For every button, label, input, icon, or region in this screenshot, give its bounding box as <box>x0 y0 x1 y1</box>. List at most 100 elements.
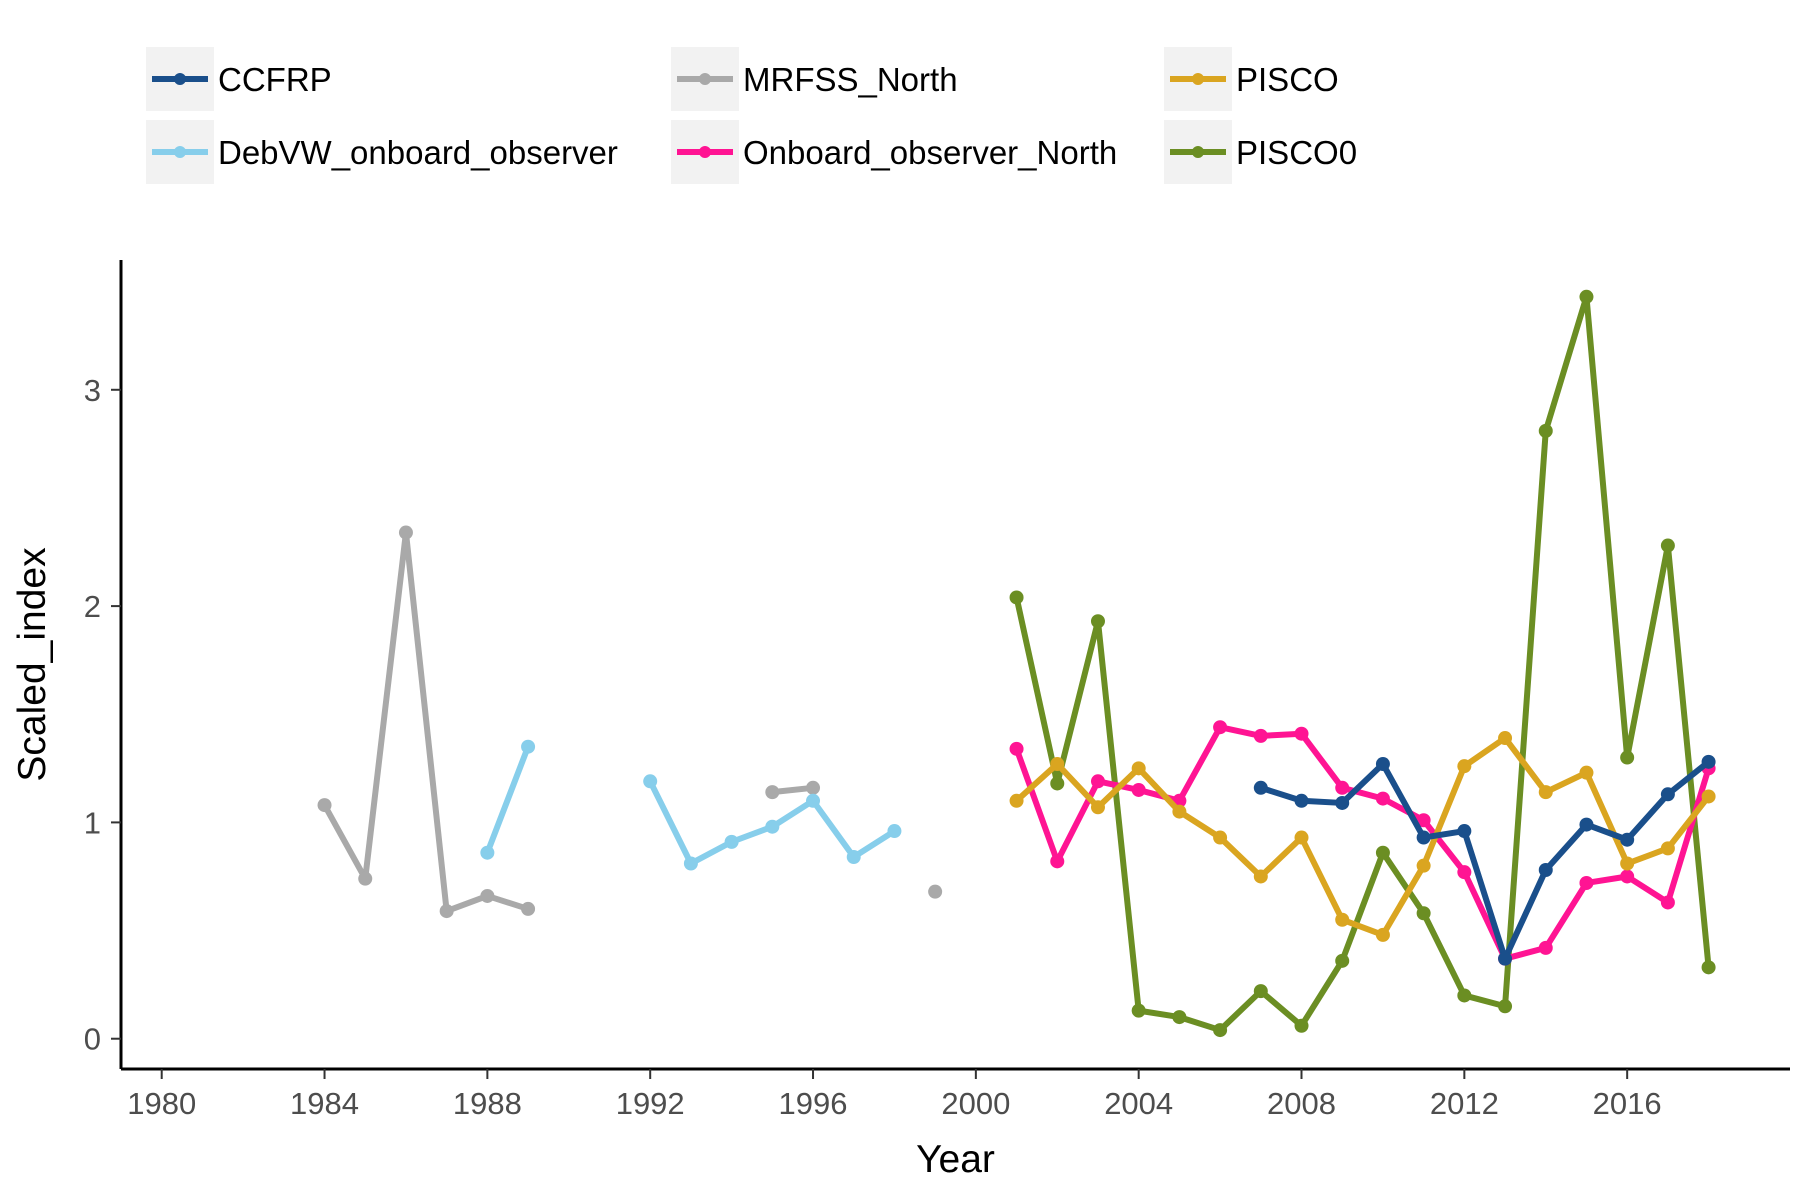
data-point <box>1213 720 1228 735</box>
data-point <box>1375 757 1390 772</box>
data-point <box>1498 951 1513 966</box>
data-point <box>1253 869 1268 884</box>
data-point <box>765 785 780 800</box>
legend-key-point <box>1192 73 1204 85</box>
data-point <box>1375 845 1390 860</box>
data-point <box>1416 830 1431 845</box>
x-tick-label: 1992 <box>616 1086 685 1121</box>
series-mrfss-north <box>317 525 943 919</box>
data-point <box>887 824 902 839</box>
data-point <box>521 901 536 916</box>
data-point <box>1009 741 1024 756</box>
y-tick-label: 0 <box>84 1022 101 1057</box>
legend-item: DebVW_onboard_observer <box>146 120 618 184</box>
data-point <box>1457 824 1472 839</box>
data-point <box>1294 830 1309 845</box>
legend-label: MRFSS_North <box>743 61 958 98</box>
data-point <box>1538 940 1553 955</box>
legend-item: MRFSS_North <box>671 47 958 111</box>
data-point <box>1457 988 1472 1003</box>
x-tick-label: 2012 <box>1430 1086 1499 1121</box>
legend: CCFRP DebVW_onboard_observer MRFSS_North On… <box>146 47 1357 184</box>
data-point <box>1416 813 1431 828</box>
legend-item: Onboard_observer_North <box>671 120 1117 184</box>
x-tick-label: 2000 <box>941 1086 1010 1121</box>
data-point <box>439 904 454 919</box>
data-point <box>1375 791 1390 806</box>
x-tick-label: 2008 <box>1267 1086 1336 1121</box>
data-point <box>683 856 698 871</box>
x-axis-title: Year <box>916 1138 995 1181</box>
series-line <box>321 529 532 915</box>
data-point <box>398 525 413 540</box>
data-point <box>1620 869 1635 884</box>
legend-label: PISCO0 <box>1236 134 1357 171</box>
x-tick-label: 1984 <box>290 1086 359 1121</box>
data-point <box>1457 865 1472 880</box>
data-point <box>1620 750 1635 765</box>
data-point <box>1050 776 1065 791</box>
data-point <box>928 884 943 899</box>
data-point <box>1050 757 1065 772</box>
series-pisco <box>1009 731 1716 942</box>
legend-label: PISCO <box>1236 61 1339 98</box>
data-point <box>1538 785 1553 800</box>
data-point <box>1701 960 1716 975</box>
data-point <box>1213 1023 1228 1038</box>
data-point <box>1660 895 1675 910</box>
data-point <box>1335 795 1350 810</box>
data-point <box>1660 841 1675 856</box>
legend-label: CCFRP <box>218 61 332 98</box>
series-line <box>1013 735 1712 938</box>
data-point <box>806 793 821 808</box>
x-tick-label: 1988 <box>453 1086 522 1121</box>
legend-key-point <box>1192 146 1204 158</box>
legend-label: DebVW_onboard_observer <box>218 134 618 171</box>
legend-key-point <box>174 146 186 158</box>
y-axis-ticks: 0 1 2 3 <box>84 373 121 1057</box>
data-point <box>1620 856 1635 871</box>
data-point <box>317 798 332 813</box>
x-tick-label: 1980 <box>127 1086 196 1121</box>
data-point <box>1050 854 1065 869</box>
data-point <box>1457 759 1472 774</box>
data-point <box>1335 780 1350 795</box>
data-point <box>1172 1010 1187 1025</box>
data-point <box>1498 731 1513 746</box>
data-point <box>1701 754 1716 769</box>
data-point <box>1131 782 1146 797</box>
series-line <box>484 743 532 856</box>
data-point <box>1416 906 1431 921</box>
series-layer <box>317 289 1716 1038</box>
data-point <box>1294 1018 1309 1033</box>
y-tick-label: 3 <box>84 373 101 408</box>
data-point <box>480 888 495 903</box>
series-line <box>1013 293 1712 1034</box>
x-tick-label: 1996 <box>779 1086 848 1121</box>
x-tick-label: 2016 <box>1593 1086 1662 1121</box>
legend-item: CCFRP <box>146 47 332 111</box>
legend-item: PISCO0 <box>1164 120 1357 184</box>
data-point <box>1538 862 1553 877</box>
data-point <box>1090 774 1105 789</box>
data-point <box>1009 793 1024 808</box>
data-point <box>724 834 739 849</box>
legend-key-point <box>699 73 711 85</box>
data-point <box>1253 728 1268 743</box>
data-point <box>1335 953 1350 968</box>
data-point <box>1090 800 1105 815</box>
x-tick-label: 2004 <box>1104 1086 1173 1121</box>
data-point <box>1172 804 1187 819</box>
data-point <box>480 845 495 860</box>
data-point <box>1620 832 1635 847</box>
data-point <box>1579 817 1594 832</box>
data-point <box>1253 984 1268 999</box>
y-axis-title: Scaled_index <box>11 547 54 782</box>
data-point <box>1090 614 1105 629</box>
data-point <box>1416 858 1431 873</box>
data-point <box>1375 927 1390 942</box>
data-point <box>1131 1003 1146 1018</box>
y-tick-label: 2 <box>84 589 101 624</box>
legend-label: Onboard_observer_North <box>743 134 1117 171</box>
data-point <box>1579 875 1594 890</box>
